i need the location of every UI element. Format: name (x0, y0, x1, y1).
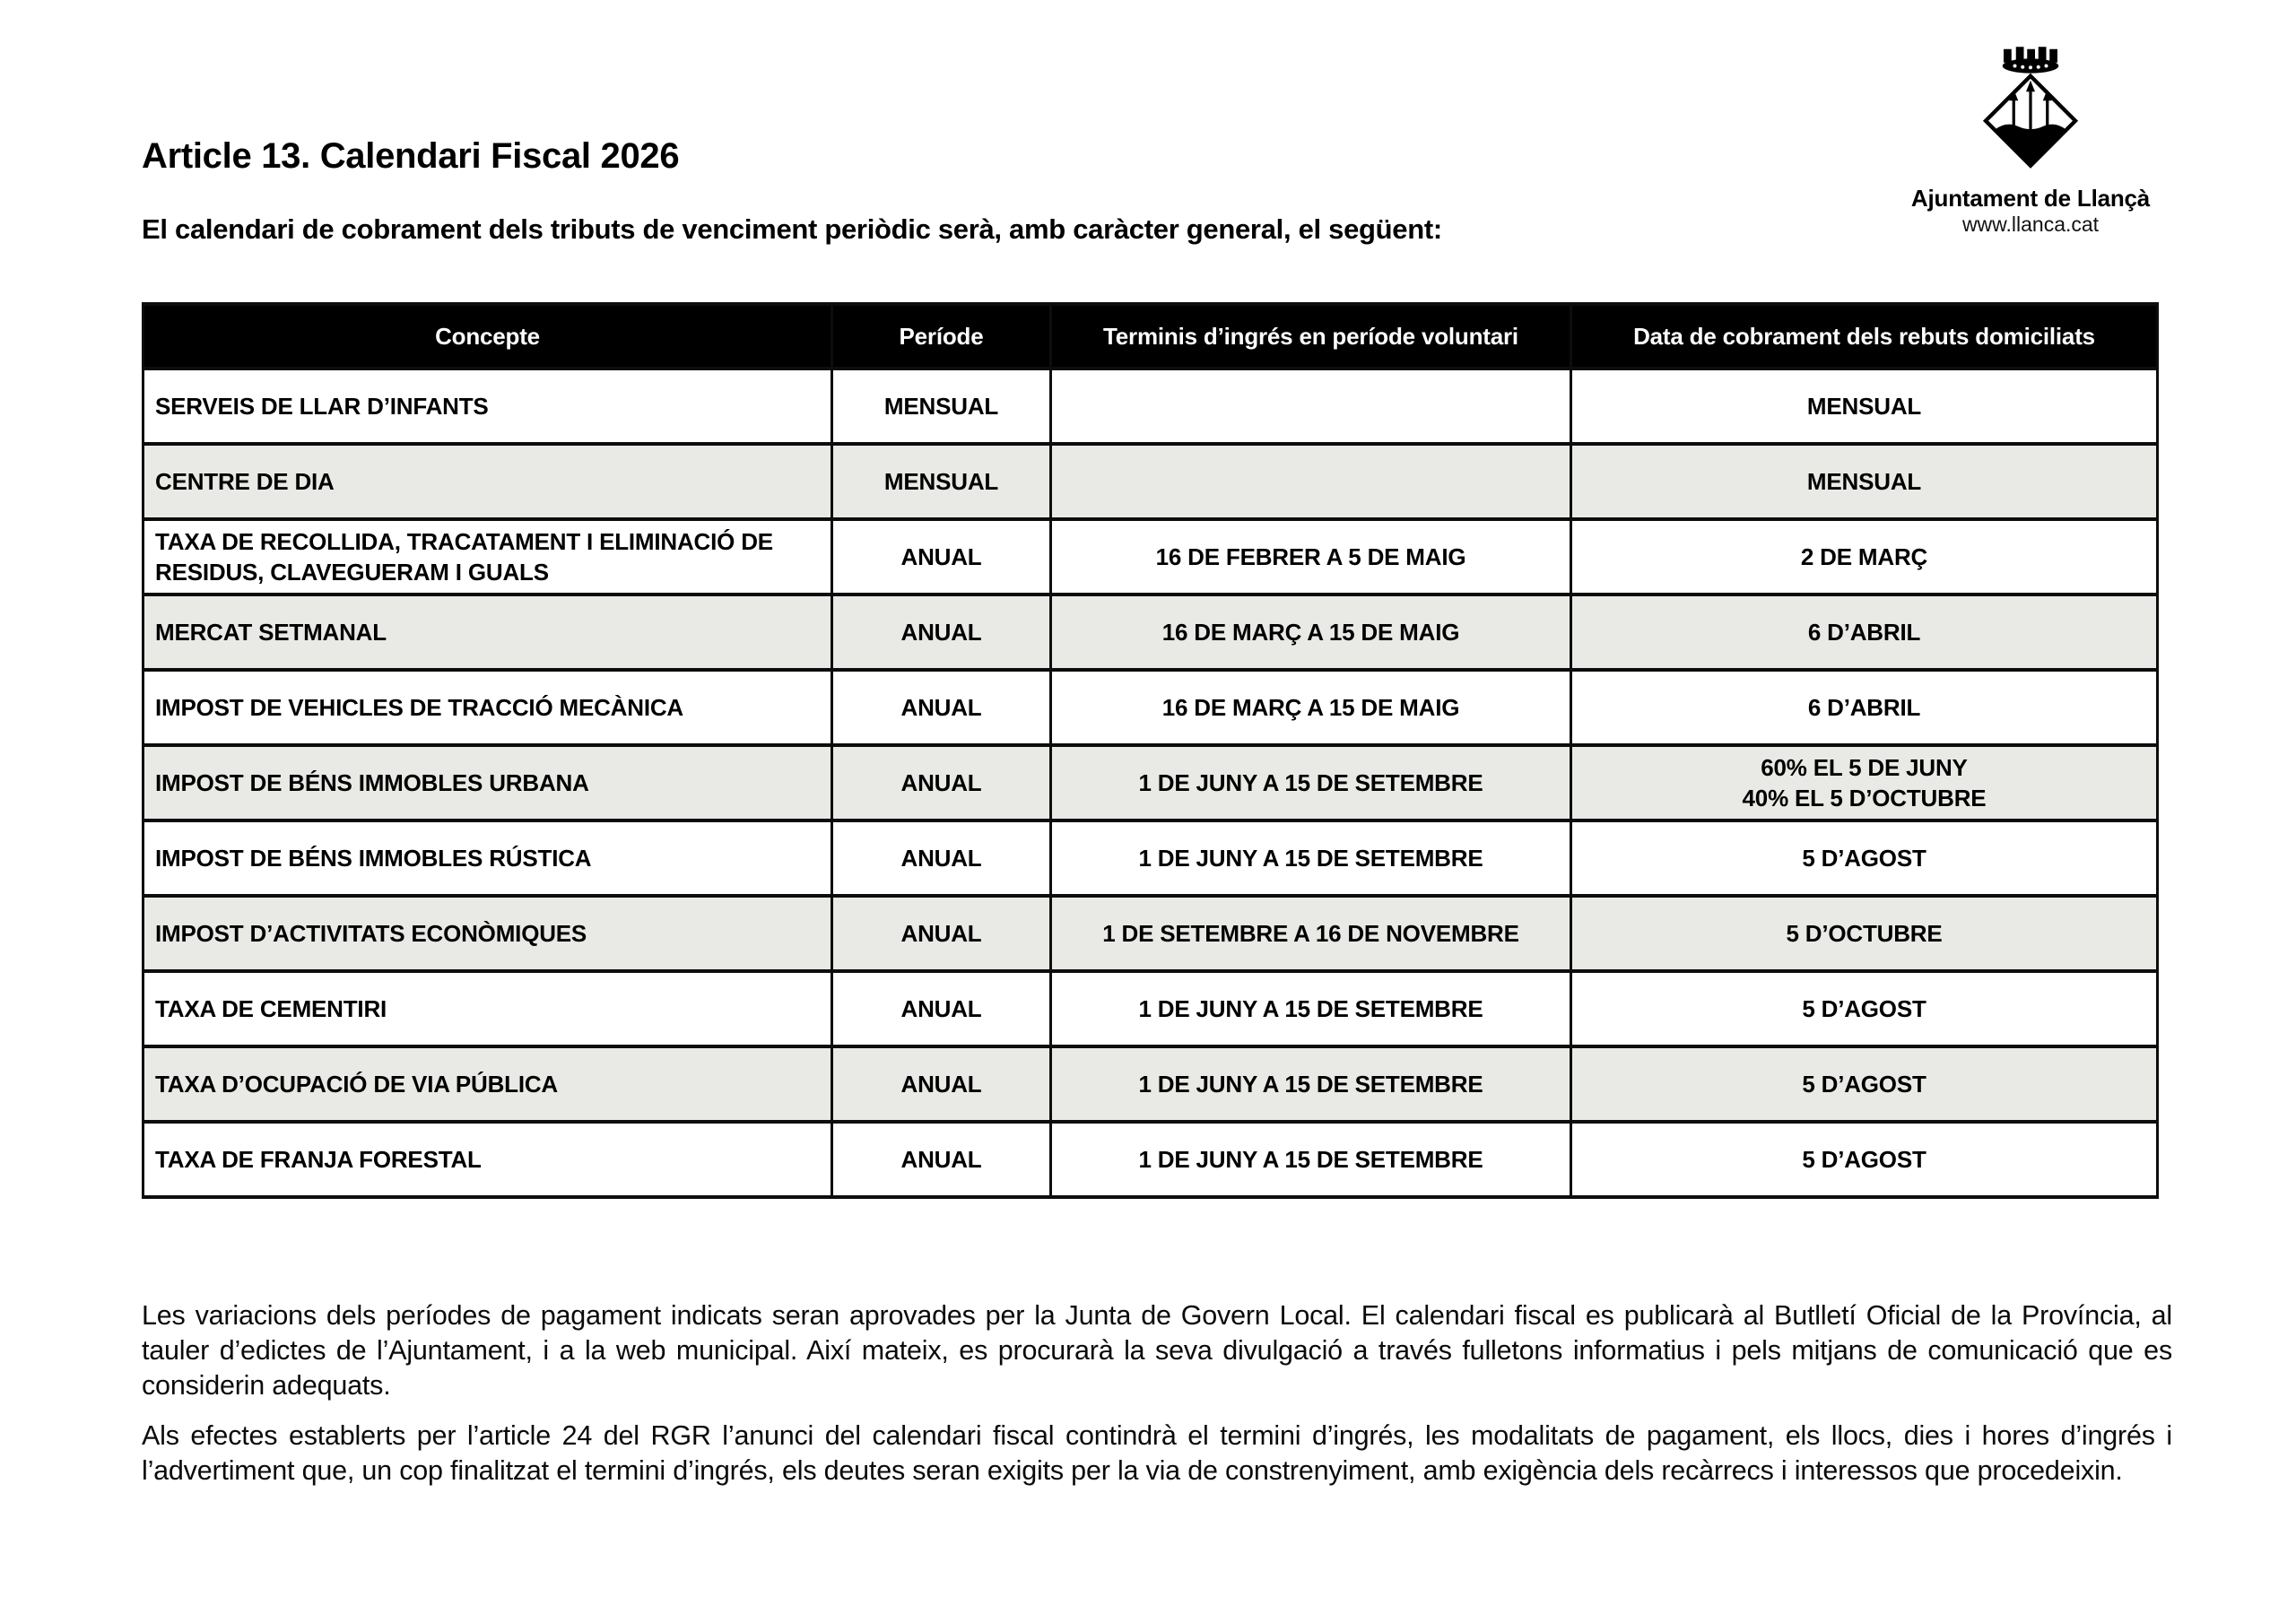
cell-data-cobrament: 5 D’AGOST (1570, 819, 2159, 898)
cell-data-cobrament: 5 D’AGOST (1570, 1045, 2159, 1124)
col-header-terminis: Terminis d’ingrés en període voluntari (1049, 302, 1572, 370)
cell-periode: ANUAL (831, 743, 1052, 822)
col-header-concepte: Concepte (142, 302, 833, 370)
cell-data-cobrament: 5 D’AGOST (1570, 1120, 2159, 1199)
cell-terminis (1049, 367, 1572, 446)
cell-periode: MENSUAL (831, 442, 1052, 521)
note-paragraph: Als efectes establerts per l’article 24 … (142, 1420, 2172, 1486)
llanca-coat-of-arms-icon (1982, 47, 2079, 169)
cell-data-cobrament: 2 DE MARÇ (1570, 517, 2159, 596)
cell-periode: MENSUAL (831, 367, 1052, 446)
footer-notes: Les variacions dels períodes de pagament… (142, 1298, 2172, 1504)
cell-periode: ANUAL (831, 593, 1052, 672)
cell-data-cobrament: 5 D’AGOST (1570, 969, 2159, 1048)
org-name: Ajuntament de Llançà (1910, 185, 2151, 212)
page-title: Article 13. Calendari Fiscal 2026 (142, 136, 680, 176)
page-subtitle: El calendari de cobrament dels tributs d… (142, 213, 1442, 245)
table-header-row: Concepte Període Terminis d’ingrés en pe… (142, 302, 2159, 370)
cell-concepte: IMPOST DE BÉNS IMMOBLES URBANA (142, 743, 833, 822)
col-header-data-cobrament: Data de cobrament dels rebuts domiciliat… (1570, 302, 2159, 370)
cell-concepte: TAXA DE FRANJA FORESTAL (142, 1120, 833, 1199)
cell-terminis: 1 DE JUNY A 15 DE SETEMBRE (1049, 969, 1572, 1048)
cell-terminis: 1 DE JUNY A 15 DE SETEMBRE (1049, 743, 1572, 822)
cell-terminis: 1 DE SETEMBRE A 16 DE NOVEMBRE (1049, 894, 1572, 973)
cell-terminis: 1 DE JUNY A 15 DE SETEMBRE (1049, 819, 1572, 898)
cell-data-cobrament: 60% EL 5 DE JUNY 40% EL 5 D’OCTUBRE (1570, 743, 2159, 822)
col-header-periode: Període (831, 302, 1052, 370)
table-row: SERVEIS DE LLAR D’INFANTS MENSUAL MENSUA… (142, 367, 2159, 446)
cell-data-cobrament: 5 D’OCTUBRE (1570, 894, 2159, 973)
cell-concepte: TAXA DE RECOLLIDA, TRACATAMENT I ELIMINA… (142, 517, 833, 596)
cell-periode: ANUAL (831, 517, 1052, 596)
cell-concepte: SERVEIS DE LLAR D’INFANTS (142, 367, 833, 446)
cell-terminis: 1 DE JUNY A 15 DE SETEMBRE (1049, 1120, 1572, 1199)
cell-periode: ANUAL (831, 668, 1052, 747)
table-row: IMPOST DE VEHICLES DE TRACCIÓ MECÀNICA A… (142, 668, 2159, 747)
cell-periode: ANUAL (831, 819, 1052, 898)
cell-terminis: 1 DE JUNY A 15 DE SETEMBRE (1049, 1045, 1572, 1124)
table-row: CENTRE DE DIA MENSUAL MENSUAL (142, 442, 2159, 521)
table-row: TAXA DE RECOLLIDA, TRACATAMENT I ELIMINA… (142, 517, 2159, 596)
table-row: IMPOST DE BÉNS IMMOBLES RÚSTICA ANUAL 1 … (142, 819, 2159, 898)
cell-data-cobrament: 6 D’ABRIL (1570, 668, 2159, 747)
table-row: TAXA D’OCUPACIÓ DE VIA PÚBLICA ANUAL 1 D… (142, 1045, 2159, 1124)
cell-data-cobrament: MENSUAL (1570, 442, 2159, 521)
cell-terminis (1049, 442, 1572, 521)
table-row: IMPOST D’ACTIVITATS ECONÒMIQUES ANUAL 1 … (142, 894, 2159, 973)
municipality-logo: Ajuntament de Llançà www.llanca.cat (1869, 47, 2192, 237)
cell-concepte: IMPOST DE BÉNS IMMOBLES RÚSTICA (142, 819, 833, 898)
table-row: IMPOST DE BÉNS IMMOBLES URBANA ANUAL 1 D… (142, 743, 2159, 822)
cell-terminis: 16 DE MARÇ A 15 DE MAIG (1049, 593, 1572, 672)
cell-concepte: TAXA DE CEMENTIRI (142, 969, 833, 1048)
org-website: www.llanca.cat (1961, 213, 2100, 236)
cell-periode: ANUAL (831, 1120, 1052, 1199)
cell-periode: ANUAL (831, 1045, 1052, 1124)
cell-periode: ANUAL (831, 894, 1052, 973)
cell-concepte: MERCAT SETMANAL (142, 593, 833, 672)
table-row: TAXA DE CEMENTIRI ANUAL 1 DE JUNY A 15 D… (142, 969, 2159, 1048)
note-paragraph: Les variacions dels períodes de pagament… (142, 1300, 2172, 1401)
cell-concepte: IMPOST D’ACTIVITATS ECONÒMIQUES (142, 894, 833, 973)
cell-periode: ANUAL (831, 969, 1052, 1048)
cell-terminis: 16 DE MARÇ A 15 DE MAIG (1049, 668, 1572, 747)
cell-data-cobrament: MENSUAL (1570, 367, 2159, 446)
cell-data-cobrament: 6 D’ABRIL (1570, 593, 2159, 672)
cell-terminis: 16 DE FEBRER A 5 DE MAIG (1049, 517, 1572, 596)
table-row: TAXA DE FRANJA FORESTAL ANUAL 1 DE JUNY … (142, 1120, 2159, 1199)
table-row: MERCAT SETMANAL ANUAL 16 DE MARÇ A 15 DE… (142, 593, 2159, 672)
cell-concepte: CENTRE DE DIA (142, 442, 833, 521)
fiscal-calendar-table: Concepte Període Terminis d’ingrés en pe… (142, 302, 2159, 1199)
cell-concepte: IMPOST DE VEHICLES DE TRACCIÓ MECÀNICA (142, 668, 833, 747)
cell-concepte: TAXA D’OCUPACIÓ DE VIA PÚBLICA (142, 1045, 833, 1124)
